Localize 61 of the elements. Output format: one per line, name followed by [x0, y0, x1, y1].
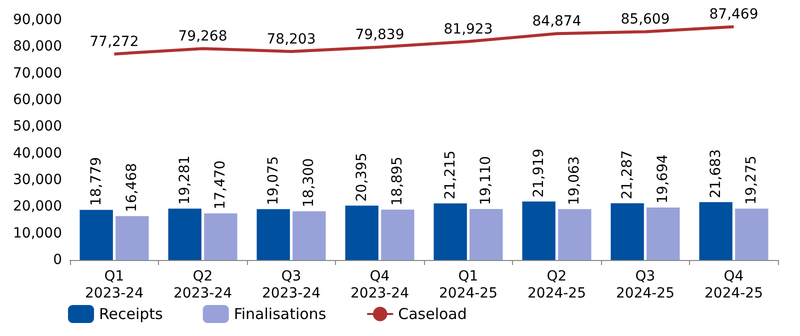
y-tick-label: 20,000 [13, 198, 62, 215]
data-label: 18,300 [301, 158, 318, 208]
bar [345, 206, 378, 260]
data-label: 19,075 [265, 156, 282, 206]
bar [558, 209, 592, 260]
data-label: 21,287 [619, 150, 636, 200]
data-label: 18,895 [390, 156, 406, 206]
bar [80, 210, 113, 260]
data-label: 81,923 [444, 22, 493, 38]
y-tick-label: 80,000 [13, 38, 62, 55]
x-tick-label: Q3 2023-24 [262, 268, 321, 302]
bar [522, 202, 556, 260]
data-label: 19,110 [478, 156, 494, 206]
bar [256, 209, 290, 260]
data-label: 19,281 [176, 156, 193, 205]
bar [646, 207, 680, 260]
bar [168, 208, 202, 260]
bar [116, 216, 149, 260]
x-tick-label: Q4 2023-24 [350, 268, 410, 302]
bar [610, 203, 644, 260]
data-label: 84,874 [532, 14, 582, 30]
legend-label: Finalisations [234, 305, 326, 323]
data-label: 87,469 [709, 6, 758, 23]
data-label: 19,063 [566, 156, 583, 206]
y-tick-label: 50,000 [13, 118, 62, 135]
data-label: 19,694 [655, 154, 672, 204]
x-tick-label: Q3 2024-25 [616, 268, 674, 302]
x-tick-label: Q2 2023-24 [174, 268, 232, 302]
data-label: 77,272 [90, 34, 139, 50]
data-label: 79,839 [355, 27, 404, 44]
data-label: 85,609 [620, 12, 670, 28]
data-label: 20,395 [354, 152, 370, 202]
x-tick-label: Q1 2024-25 [439, 268, 498, 302]
bar [699, 202, 732, 260]
y-tick-label: 60,000 [13, 92, 62, 108]
data-label: 21,215 [442, 150, 458, 200]
bar [735, 208, 768, 260]
data-label: 79,268 [178, 28, 228, 45]
bar [204, 213, 238, 260]
y-tick-label: 0 [53, 252, 62, 268]
data-label: 19,275 [744, 156, 760, 205]
bar [292, 211, 326, 260]
y-tick-label: 10,000 [13, 225, 62, 242]
y-tick-label: 40,000 [13, 145, 62, 162]
bar [470, 209, 503, 260]
data-label: 78,203 [266, 31, 316, 48]
data-label: 16,468 [124, 163, 140, 212]
x-tick-label: Q2 2024-25 [528, 268, 586, 302]
y-tick-label: 90,000 [13, 12, 62, 28]
y-tick-label: 30,000 [13, 172, 62, 188]
legend-label: Receipts [99, 305, 164, 323]
x-tick-label: Q1 2023-24 [85, 268, 144, 302]
bar [434, 203, 467, 260]
data-label: 21,919 [530, 148, 547, 198]
legend-label: Caseload [398, 305, 467, 323]
y-tick-label: 70,000 [13, 65, 62, 82]
data-label: 18,779 [88, 156, 104, 206]
x-tick-label: Q4 2024-25 [704, 268, 763, 302]
data-label: 17,470 [212, 160, 229, 210]
data-label: 21,683 [708, 149, 724, 198]
bar [381, 210, 414, 260]
